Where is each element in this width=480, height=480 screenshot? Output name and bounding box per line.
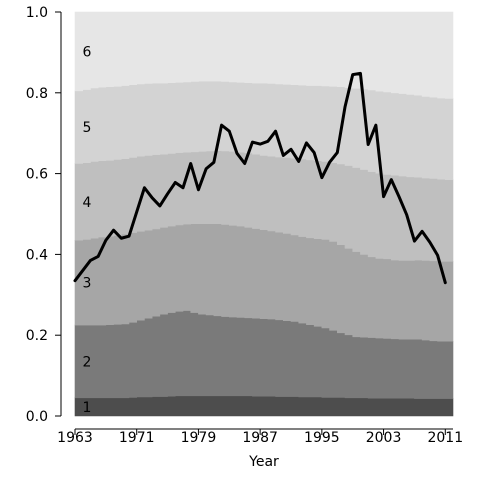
band-label-1: 1 (83, 400, 92, 416)
y-tick-label-0.0: 0.0 (26, 409, 48, 425)
axes: 0.0 0.2 0.4 0.6 0.8 1.0 1963 1971 1979 1987 1995 2… (26, 5, 463, 446)
area-band-6 (74, 11, 454, 99)
band-label-5: 5 (83, 120, 92, 136)
band-label-6: 6 (83, 44, 92, 60)
band-label-2: 2 (83, 355, 92, 371)
x-tick-label-1979: 1979 (181, 430, 217, 446)
series-line (73, 71, 447, 285)
x-tick-label-1987: 1987 (242, 430, 278, 446)
area-bands (74, 11, 454, 417)
area-band-1 (74, 395, 454, 417)
y-tick-label-0.4: 0.4 (26, 247, 48, 263)
y-tick-label-0.8: 0.8 (26, 86, 48, 102)
x-tick-label-2011: 2011 (427, 430, 463, 446)
line-layer (73, 71, 447, 285)
x-axis-title: Year (248, 454, 279, 470)
x-tick-label-1971: 1971 (119, 430, 155, 446)
y-tick-label-1.0: 1.0 (26, 5, 48, 21)
band-label-4: 4 (83, 195, 92, 211)
y-tick-label-0.6: 0.6 (26, 167, 48, 183)
y-tick-label-0.2: 0.2 (26, 328, 48, 344)
x-ticks: 1963 1971 1979 1987 1995 2003 2011 (57, 429, 463, 446)
y-ticks: 0.0 0.2 0.4 0.6 0.8 1.0 (26, 5, 61, 425)
x-tick-label-1995: 1995 (304, 430, 340, 446)
band-label-3: 3 (83, 276, 92, 292)
x-tick-label-1963: 1963 (57, 430, 93, 446)
band-labels: 1 2 3 4 5 6 (83, 44, 92, 416)
x-tick-label-2003: 2003 (366, 430, 402, 446)
